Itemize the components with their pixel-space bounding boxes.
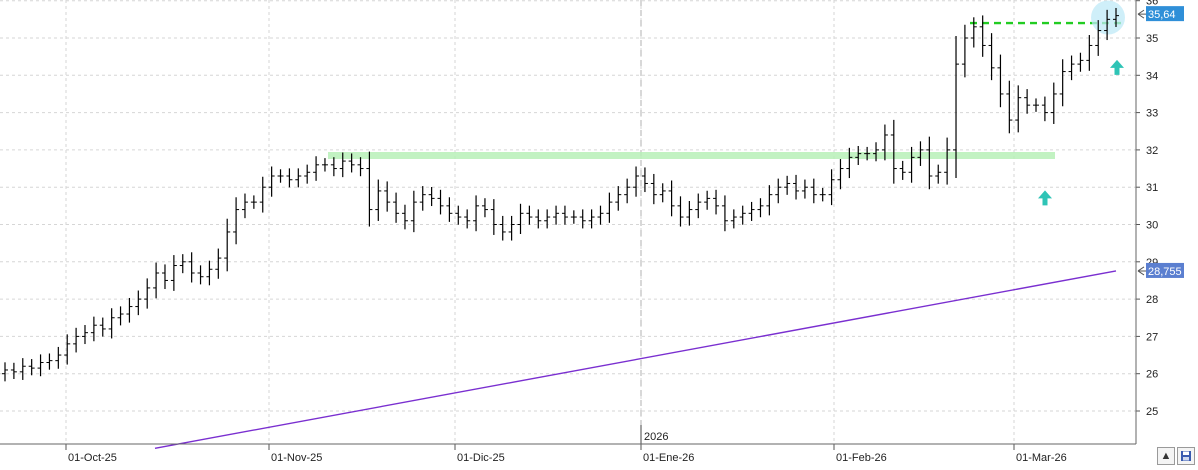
y-tick-label: 36 <box>1146 0 1158 8</box>
highlight-circle <box>1091 0 1125 35</box>
y-tick-label: 32 <box>1146 145 1158 157</box>
price-pointer-icon <box>1137 266 1146 276</box>
save-icon[interactable] <box>1177 447 1195 465</box>
y-tick-label: 25 <box>1146 406 1158 418</box>
grid-lines <box>0 0 1136 444</box>
y-tick-label: 27 <box>1146 331 1158 343</box>
y-tick-label: 34 <box>1146 70 1158 82</box>
x-tick-label: 01-Dic-25 <box>457 452 505 464</box>
price-bars-layer <box>2 7 1119 382</box>
y-tick-label: 31 <box>1146 182 1158 194</box>
y-tick-label: 28 <box>1146 294 1158 306</box>
x-tick-label: 01-Feb-26 <box>836 452 887 464</box>
moving-average-line <box>154 270 1117 449</box>
year-marker-label: 2026 <box>644 431 668 443</box>
collapse-icon[interactable]: ▲ <box>1157 447 1175 465</box>
y-tick-label: 33 <box>1146 108 1158 120</box>
up-arrow-icon <box>1038 190 1052 206</box>
price-label: 28,755 <box>1148 266 1182 278</box>
y-tick-label: 26 <box>1146 369 1158 381</box>
up-arrow-icon <box>1110 59 1124 75</box>
price-label: 35,64 <box>1148 9 1176 21</box>
price-pointer-icon <box>1137 9 1146 19</box>
level-lines-layer <box>328 0 1125 159</box>
x-tick-label: 01-Nov-25 <box>271 452 322 464</box>
x-tick-label: 01-Ene-26 <box>643 452 694 464</box>
price-label-box <box>1146 262 1184 278</box>
y-tick-label: 30 <box>1146 220 1158 232</box>
moving-average-layer <box>154 270 1117 449</box>
x-tick-label: 01-Mar-26 <box>1016 452 1067 464</box>
y-tick-label: 35 <box>1146 33 1158 45</box>
x-tick-label: 01-Oct-25 <box>68 452 117 464</box>
price-label-box <box>1146 6 1184 22</box>
markers-layer <box>1038 59 1124 206</box>
